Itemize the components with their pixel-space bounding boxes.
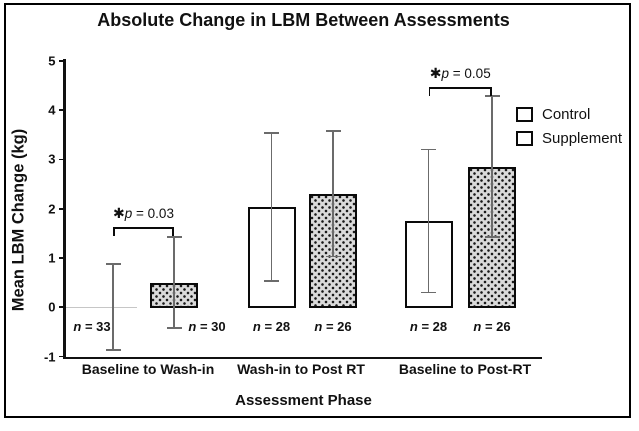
x-category-label-0: Baseline to Wash-in (81, 361, 215, 377)
error-bar-control-0 (112, 264, 114, 351)
legend-label-supplement: Supplement (542, 130, 623, 147)
error-cap-top (264, 132, 279, 135)
sig-bracket-leg-left (428, 86, 431, 96)
x-category-label-1: Wash-in to Post RT (237, 361, 365, 377)
y-tick-label: 5 (48, 53, 56, 69)
x-axis-line (63, 356, 542, 360)
n-label-control-1: n = 28 (252, 319, 291, 334)
y-axis-label: Mean LBM Change (kg) (9, 128, 28, 312)
y-tick (58, 59, 63, 62)
y-tick-label: 1 (48, 250, 56, 266)
n-label-control-2: n = 28 (409, 319, 448, 334)
legend-label-control: Control (542, 106, 591, 123)
y-axis-line (63, 59, 66, 359)
error-bar-control-2 (427, 149, 430, 293)
error-cap-bottom (166, 327, 182, 329)
asterisk-icon: ✱ (113, 204, 125, 221)
y-tick-label: 0 (48, 299, 56, 315)
sig-bracket-leg-right (172, 226, 174, 236)
x-axis-label: Assessment Phase (235, 392, 372, 409)
y-tick (58, 257, 63, 259)
error-bar-supplement-0 (173, 237, 175, 328)
error-cap-top (325, 130, 341, 133)
error-cap-bottom (264, 280, 279, 283)
error-cap-bottom (105, 349, 121, 352)
y-tick-label: 4 (48, 102, 56, 118)
error-bar-supplement-2 (491, 96, 493, 238)
n-label-supplement-2: n = 26 (473, 319, 511, 334)
y-tick-label: 2 (48, 201, 56, 217)
n-label-supplement-1: n = 26 (314, 319, 352, 334)
sig-bracket-leg-right (490, 86, 492, 96)
error-bar-control-1 (270, 133, 273, 282)
sig-label-0: ✱p = 0.03 (113, 204, 174, 221)
zero-baseline (66, 306, 137, 308)
y-tick-label: -1 (43, 349, 56, 365)
error-cap-top (421, 148, 436, 151)
n-label-supplement-0: n = 30 (188, 319, 226, 334)
y-tick (58, 109, 63, 111)
sig-bracket-bar-1 (428, 86, 492, 89)
legend: Control Supplement (516, 106, 622, 154)
y-tick (58, 207, 63, 210)
legend-item-control: Control (516, 106, 622, 123)
error-cap-bottom (484, 236, 500, 239)
error-bar-supplement-1 (332, 131, 334, 257)
supplement-swatch-icon (516, 131, 533, 146)
error-cap-top (484, 95, 500, 98)
y-tick (58, 355, 63, 358)
error-cap-bottom (325, 255, 341, 258)
chart-title: Absolute Change in LBM Between Assessmen… (97, 10, 510, 30)
sig-bracket-bar-0 (113, 226, 174, 229)
error-cap-bottom (421, 291, 436, 294)
error-cap-top (105, 263, 121, 266)
x-category-label-2: Baseline to Post-RT (398, 361, 532, 377)
sig-label-1: ✱p = 0.05 (429, 64, 491, 81)
legend-item-supplement: Supplement (516, 130, 622, 147)
error-cap-top (166, 236, 182, 239)
control-swatch-icon (516, 107, 533, 122)
y-tick (58, 306, 63, 309)
sig-bracket-leg-left (113, 226, 115, 236)
y-tick-label: 3 (48, 151, 56, 167)
n-label-control-0: n = 33 (73, 319, 111, 334)
asterisk-icon: ✱ (429, 64, 442, 81)
y-tick (58, 158, 63, 161)
